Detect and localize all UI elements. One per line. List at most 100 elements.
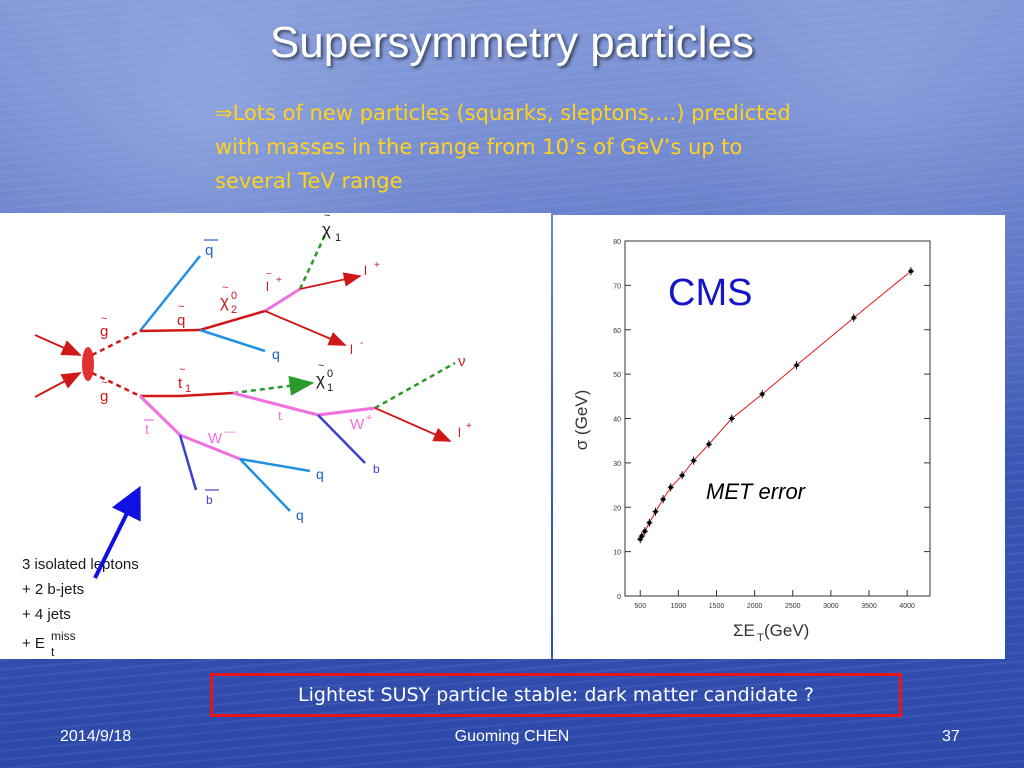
y-tick-label: 60 <box>613 328 621 335</box>
y-tick-label: 70 <box>613 283 621 290</box>
x-tick-label: 1000 <box>671 603 687 610</box>
y-tick-label: 40 <box>613 417 621 424</box>
neutrino-line <box>374 361 456 410</box>
decay-diagram-panel: g ~ g ~ q q ~ q χ ~ 0 2 χ ~ 1 l ~ + l + … <box>0 210 551 659</box>
quark-jet-3 <box>239 458 291 512</box>
label-chi1-mid-sup: 0 <box>327 368 333 380</box>
quark-jet-1 <box>199 328 266 353</box>
label-chi1-mid: χ <box>316 370 325 389</box>
t-line <box>232 391 319 417</box>
stop-line-2 <box>179 391 234 398</box>
y-axis-label: σ (GeV) <box>572 390 591 451</box>
w-plus-line <box>317 406 376 417</box>
data-points <box>637 267 914 544</box>
y-tick-label: 20 <box>613 505 621 512</box>
label-neutrino: ν <box>458 353 466 370</box>
tbar-line <box>138 394 182 437</box>
signature-line-1: 3 isolated leptons <box>22 556 139 573</box>
label-tbar: t <box>145 421 149 437</box>
label-w-plus: W <box>350 416 365 433</box>
y-tick-label: 30 <box>613 461 621 468</box>
data-point <box>793 361 800 370</box>
label-w-minus: W <box>208 430 223 447</box>
data-point <box>679 471 686 480</box>
label-gluino-bottom: g <box>100 388 108 405</box>
x-axis-label-sub: T <box>757 632 764 644</box>
y-tick-label: 10 <box>613 550 621 557</box>
data-point <box>638 532 645 541</box>
data-point <box>652 507 659 516</box>
decay-diagram: g ~ g ~ q q ~ q χ ~ 0 2 χ ~ 1 l ~ + l + … <box>22 210 472 659</box>
x-tick-label: 3500 <box>861 603 877 610</box>
x-axis-label-main: ΣE <box>733 621 755 640</box>
label-lepton-plus-sup: + <box>374 260 380 271</box>
footer-date: 2014/9/18 <box>60 728 132 745</box>
incoming-beam-2 <box>34 372 82 398</box>
label-bbar: b <box>206 493 213 507</box>
data-point <box>646 518 653 527</box>
label-quark-3: q <box>296 507 304 523</box>
cms-label: CMS <box>668 272 752 314</box>
quark-jet-2 <box>239 457 311 473</box>
slide-title: Supersymmetry particles <box>269 18 755 67</box>
label-stop: t <box>178 375 183 392</box>
y-axis: 0 10 20 30 40 50 60 70 80 <box>613 239 930 601</box>
x-axis-label: ΣE T (GeV) <box>733 621 809 644</box>
label-lepton-plus: l <box>364 263 367 278</box>
lepton-plus-2-line <box>374 407 452 442</box>
x-axis: 500 1000 1500 2000 2500 3000 3500 4000 <box>634 590 915 610</box>
bullet-text: ⇒Lots of new particles (squarks, slepton… <box>215 96 975 198</box>
bbar-jet <box>178 434 198 491</box>
label-lepton-plus-2: l <box>458 425 461 440</box>
bullet-line-1: ⇒Lots of new particles (squarks, slepton… <box>215 101 791 125</box>
label-stop-sub: 1 <box>185 383 191 395</box>
signature-line-2: + 2 b-jets <box>22 581 84 598</box>
data-point <box>667 483 674 492</box>
label-slepton-sup: + <box>276 275 282 286</box>
tilde-chi1-top: ~ <box>324 213 330 222</box>
label-gluino-top: g <box>100 323 108 340</box>
x-tick-label: 3000 <box>823 603 839 610</box>
label-squark: q <box>177 312 185 329</box>
met-plot-panel: 0 10 20 30 40 50 60 70 80 500 1000 1500 2000 2500 300… <box>553 215 1005 659</box>
tilde-stop: ~ <box>179 364 185 376</box>
bullet-line-2: with masses in the range from 10’s of Ge… <box>215 135 743 159</box>
tilde-chi1-mid: ~ <box>318 360 324 372</box>
data-point <box>907 267 914 276</box>
lepton-plus-line <box>299 272 362 290</box>
x-tick-label: 4000 <box>899 603 915 610</box>
x-axis-label-unit: (GeV) <box>764 621 809 640</box>
pointer-arrow <box>93 485 141 579</box>
signature-line-4: + E <box>22 635 45 652</box>
label-b: b <box>373 462 380 476</box>
x-tick-label: 2500 <box>785 603 801 610</box>
label-w-minus-sup: — <box>224 426 235 438</box>
tilde-squark: ~ <box>178 301 184 313</box>
y-tick-label: 50 <box>613 372 621 379</box>
y-tick-label: 80 <box>613 239 621 246</box>
data-point <box>728 414 735 423</box>
data-point <box>850 313 857 322</box>
lepton-minus-line <box>264 310 347 346</box>
signature-line-4-sub: t <box>51 645 55 659</box>
label-chi1-mid-sub: 1 <box>327 382 333 394</box>
dark-matter-notice: Lightest SUSY particle stable: dark matt… <box>210 673 902 717</box>
label-w-plus-sup: + <box>366 412 372 424</box>
tilde-chi2: ~ <box>222 282 228 294</box>
b-jet <box>317 414 366 464</box>
tilde-gluino-top: ~ <box>101 313 107 325</box>
label-antiquark: q <box>205 242 213 259</box>
squark-line <box>139 328 201 333</box>
slepton-line <box>264 287 301 313</box>
y-tick-label: 0 <box>617 594 621 601</box>
signature-line-4-sup: miss <box>51 629 76 643</box>
chi2-line <box>199 309 266 332</box>
label-chi2-sub: 2 <box>231 304 237 316</box>
tilde-slepton: ~ <box>266 269 272 280</box>
x-tick-label: 500 <box>634 603 646 610</box>
met-plot: 0 10 20 30 40 50 60 70 80 500 1000 1500 2000 2500 300… <box>572 239 931 644</box>
data-point <box>690 456 697 465</box>
incoming-beam-1 <box>34 334 82 356</box>
bullet-line-3: several TeV range <box>215 169 403 193</box>
data-point <box>660 495 667 504</box>
